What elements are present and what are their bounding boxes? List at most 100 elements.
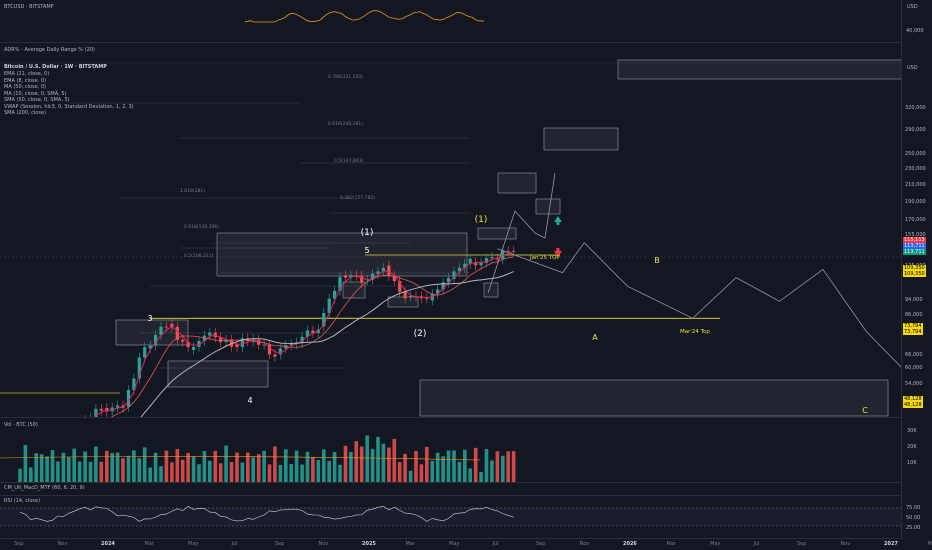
volume-bar [18,469,22,482]
main-currency[interactable]: USD [907,65,918,71]
price-tag: 73,794 [903,329,923,335]
volume-bar [490,460,494,482]
volume-bar [300,465,304,482]
volume-bar [441,456,445,482]
up-arrow-icon [557,222,560,225]
supply-zone-top [618,60,902,79]
fib-zone [217,233,467,276]
time-tick: Mar [928,541,932,547]
volume-bar [40,454,44,482]
volume-bar [295,451,299,482]
price-tick: 290,000 [905,127,926,133]
volume-bar [393,439,397,482]
volume-bar [208,461,212,482]
price-tick: 320,000 [905,105,926,111]
mini-symbol-label: BTCUSD · BITSTAMP [4,4,54,10]
main-price-axis[interactable]: USD 320,000 290,000 250,000 230,000 210,000 1… [901,43,932,417]
volume-bar [333,452,337,482]
volume-bar [235,453,239,482]
volume-bar [365,435,369,482]
volume-bar [431,461,435,482]
price-tick: 54,000 [905,381,923,387]
volume-axis: 30K 20K 10K [901,418,932,482]
candle-body [490,257,493,258]
target-box [544,128,618,150]
mini-currency[interactable]: USD [907,4,918,10]
candle-body [480,263,483,265]
target-box [478,228,516,239]
volume-bar [219,463,223,482]
volume-bar [414,451,418,482]
time-axis[interactable]: Sep Nov 2024 Mar May Jul Sep Nov 2025 Mar May Jul Se… [0,539,932,550]
volume-bar [197,464,201,482]
rsi-tick-75: 75.00 [906,505,920,511]
volume-bar [512,451,516,482]
time-tick: May [188,541,198,547]
time-tick: Mar [145,541,154,547]
volume-bar [306,452,310,482]
volume-bar [241,462,245,482]
volume-bar [67,457,71,482]
candle-body [387,266,390,276]
candle-body [404,292,407,299]
volume-bar [143,447,147,482]
volume-bar [83,452,87,482]
time-tick: 2026 [623,541,637,547]
volume-bar [45,456,49,482]
volume-bar [224,446,228,482]
fib-label: 0.618(130,306) [184,224,219,230]
volume-bar [105,451,109,482]
volume-bar [89,462,93,482]
wave-label: (1) [475,215,488,225]
support-zone [420,380,888,416]
volume-bar [496,451,500,482]
candle-body [263,345,266,346]
volume-bar [398,462,402,482]
volume-bar [284,449,288,482]
volume-bar [344,446,348,482]
volume-bar [425,447,429,482]
candle-body [192,347,195,350]
rsi-pane[interactable]: RSI (14, close) [0,496,902,539]
rsi-label: RSI (14, close) [4,498,40,504]
volume-bar [121,458,125,482]
time-tick: Nov [580,541,590,547]
down-arrow-icon [557,248,560,251]
time-tick: Sep [536,541,545,547]
fib-label: 0.382(157,782) [340,195,375,201]
volume-bar [420,464,424,482]
volume-bar [317,460,321,482]
wave-label: 4 [247,396,252,405]
volume-bar [192,457,196,482]
volume-bar [338,465,342,482]
volume-pane[interactable]: Vol · BTC (50) [0,418,902,483]
rsi-axis: 75.00 50.00 25.00 [901,496,932,538]
volume-label: Vol · BTC (50) [4,422,38,428]
macd-label: CM_Ult_MacD_MTF (60, 6, 20, 9) [4,485,85,491]
jan25-top-label: Jan'25 TOP [529,255,560,261]
volume-bar [501,456,505,482]
macd-pane[interactable]: CM_Ult_MacD_MTF (60, 6, 20, 9) [0,483,902,496]
volume-bar [436,453,440,482]
candle-body [100,409,103,411]
volume-bar [382,444,386,482]
candle-body [425,298,428,299]
candle-body [344,275,347,277]
volume-bar [165,451,169,482]
volume-bar [468,468,472,482]
volume-bar [268,464,272,482]
main-chart-pane[interactable]: ADR% - Average Daily Range % (20) Bitcoi… [0,43,902,418]
zone [388,297,418,307]
candle-body [116,405,119,407]
vol-tick-20k: 20K [907,444,917,450]
main-chart-svg: 345(1)(2)(1)ABCJan'25 TOPMar'24 Top0.786… [0,43,902,417]
fib-label: 1.618(181) [180,188,205,194]
rsi-tick-50: 50.00 [906,515,920,521]
mini-axis: USD 40,000 [901,0,932,42]
wave-label: C [862,406,868,415]
volume-bar [458,462,462,482]
price-tick: 170,000 [905,217,926,223]
candle-body [268,345,271,355]
volume-bar [447,450,451,482]
wave-label: 3 [147,314,152,323]
